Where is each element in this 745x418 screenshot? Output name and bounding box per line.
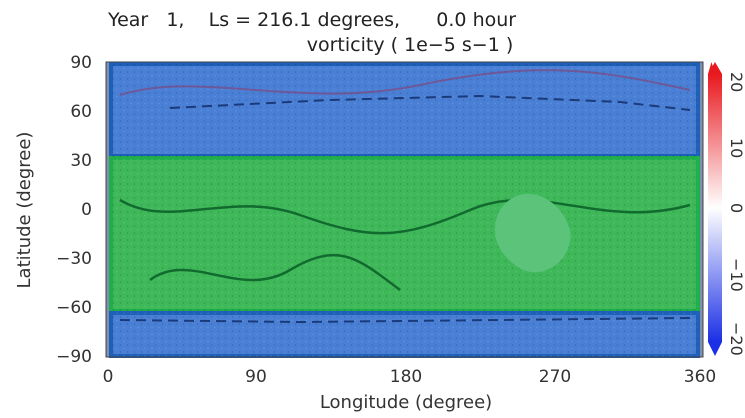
colorbar-tick-label: −10	[727, 258, 745, 292]
x-tick-label: 360	[684, 367, 716, 387]
colorbar-tick-label: 10	[727, 138, 745, 158]
colorbar-top-arrow-right	[708, 62, 722, 74]
north-dashed-contour	[169, 94, 691, 111]
light-region	[495, 193, 571, 273]
colorbar-tick-label: −20	[727, 322, 745, 356]
colorbar-bottom-arrow	[708, 342, 722, 356]
middle-outline-1	[119, 198, 691, 235]
y-axis: 90 60 30 0 −30 −60 −90	[56, 53, 92, 367]
y-axis-label: Latitude (degree)	[14, 132, 35, 289]
colorbar-tick-label: 20	[727, 72, 745, 92]
y-tick-label: −90	[56, 347, 92, 367]
north-jet-contour	[119, 69, 691, 96]
y-tick-label: −60	[56, 298, 92, 318]
y-tick-label: 0	[81, 200, 92, 220]
colorbar-tick-label: 0	[727, 203, 745, 213]
colorbar-ticks: 20 10 0 −10 −20	[727, 72, 745, 356]
y-tick-label: 60	[70, 102, 92, 122]
chart-title-line1: Year 1, Ls = 216.1 degrees, 0.0 hour	[107, 9, 516, 31]
plot-frame	[105, 61, 704, 358]
x-axis: 0 90 180 270 360	[103, 367, 717, 387]
x-tick-label: 180	[390, 367, 422, 387]
south-dashed-contour	[119, 317, 691, 324]
y-tick-label: 30	[70, 151, 92, 171]
y-tick-label: 90	[70, 53, 92, 73]
colorbar-gradient	[708, 74, 722, 342]
x-tick-label: 270	[539, 367, 571, 387]
middle-outline-2	[149, 253, 401, 291]
chart-title-line2: vorticity ( 1e−5 s−1 )	[307, 34, 514, 56]
y-tick-label: −30	[56, 249, 92, 269]
x-axis-label: Longitude (degree)	[320, 392, 492, 413]
colorbar	[708, 62, 722, 356]
x-tick-label: 90	[245, 367, 267, 387]
x-tick-label: 0	[103, 367, 114, 387]
